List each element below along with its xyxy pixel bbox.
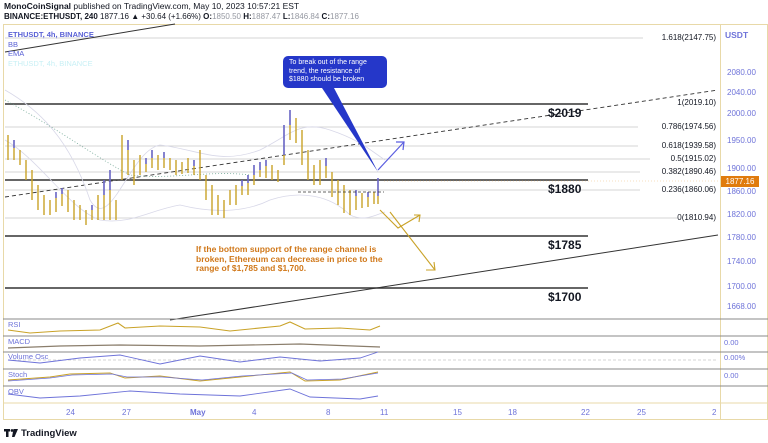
x-tick-label: 2 xyxy=(712,408,717,417)
fib-level-label: 0.382(1890.46) xyxy=(661,167,716,176)
legend-indicator-bb[interactable]: BB xyxy=(8,39,19,49)
symbol-line: BINANCE:ETHUSDT, 240 xyxy=(4,12,98,21)
y-tick-label: 2040.00 xyxy=(727,88,756,97)
y-tick-label: 1900.00 xyxy=(727,164,756,173)
x-tick-label: 25 xyxy=(637,408,646,417)
high-label: H: xyxy=(243,12,252,21)
open-label: O: xyxy=(203,12,213,21)
y-tick-label: 1700.00 xyxy=(727,282,756,291)
open-value: 1850.50 xyxy=(212,12,241,21)
tradingview-logo-icon xyxy=(4,429,18,437)
legend-faded-symbol: ETHUSDT, 4h, BINANCE xyxy=(8,58,93,68)
fib-level-label: 0.5(1915.02) xyxy=(670,154,716,163)
pane-label-obv[interactable]: OBV xyxy=(8,387,24,396)
chart-legend: ETHUSDT, 4h, BINANCE BB EMA ETHUSDT, 4h,… xyxy=(8,30,94,68)
brand-name: TradingView xyxy=(21,428,77,439)
low-label: L: xyxy=(282,12,291,21)
x-tick-label: 4 xyxy=(252,408,257,417)
pane-value: 0.00% xyxy=(724,353,746,362)
x-tick-label: 24 xyxy=(66,408,75,417)
x-tick-label: 27 xyxy=(122,408,131,417)
x-tick-label: 8 xyxy=(326,408,331,417)
close-label: C: xyxy=(321,12,330,21)
x-tick-label: 22 xyxy=(581,408,590,417)
last-price: 1877.16 xyxy=(100,12,129,21)
fib-level-label: 0(1810.94) xyxy=(677,213,716,222)
pane-label-volume-osc[interactable]: Volume Osc xyxy=(8,352,49,361)
price-level-label: $1785 xyxy=(548,238,582,252)
resistance-callout[interactable]: To break out of the range trend, the res… xyxy=(283,56,387,88)
publisher-name: MonoCoinSignal xyxy=(4,1,72,11)
y-tick-label: 1860.00 xyxy=(727,187,756,196)
price-change: ▲ +30.64 (+1.66%) xyxy=(131,12,201,21)
pane-label-stoch[interactable]: Stoch xyxy=(8,370,28,379)
pane-value: 0.00 xyxy=(724,338,739,347)
y-tick-label: 1668.00 xyxy=(727,302,756,311)
y-tick-label: 1740.00 xyxy=(727,257,756,266)
x-tick-label: 18 xyxy=(508,408,517,417)
price-level-label: $2019 xyxy=(548,106,582,120)
y-tick-label: 1780.00 xyxy=(727,233,756,242)
publish-info: MonoCoinSignal published on TradingView.… xyxy=(4,1,299,11)
x-tick-label: 11 xyxy=(380,408,389,417)
y-tick-label: 1950.00 xyxy=(727,136,756,145)
y-tick-label: 2000.00 xyxy=(727,109,756,118)
current-price-badge: 1877.16 xyxy=(721,176,759,187)
published-text: published on TradingView.com, May 10, 20… xyxy=(71,1,300,11)
close-value: 1877.16 xyxy=(330,12,359,21)
x-tick-label: 15 xyxy=(453,408,462,417)
x-tick-label: May xyxy=(190,408,206,417)
high-value: 1887.47 xyxy=(251,12,281,21)
price-level-label: $1880 xyxy=(548,182,582,196)
fib-level-label: 0.236(1860.06) xyxy=(661,185,716,194)
y-axis-unit: USDT xyxy=(725,30,749,40)
fib-level-label: 1.618(2147.75) xyxy=(661,33,716,42)
y-tick-label: 2080.00 xyxy=(727,68,756,77)
pane-label-macd[interactable]: MACD xyxy=(8,337,31,346)
tradingview-brand: TradingView xyxy=(4,428,77,439)
fib-level-label: 1(2019.10) xyxy=(677,98,716,107)
pane-label-rsi[interactable]: RSI xyxy=(8,320,21,329)
fib-level-label: 0.618(1939.58) xyxy=(661,141,716,150)
price-axis-separator xyxy=(720,24,721,420)
fib-level-label: 0.786(1974.56) xyxy=(661,122,716,131)
pane-value: 0.00 xyxy=(724,371,739,380)
y-tick-label: 1820.00 xyxy=(727,210,756,219)
support-note[interactable]: If the bottom support of the range chann… xyxy=(196,244,383,273)
legend-symbol[interactable]: ETHUSDT, 4h, BINANCE xyxy=(8,30,94,39)
ohlc-line: BINANCE:ETHUSDT, 240 1877.16 ▲ +30.64 (+… xyxy=(4,12,359,21)
legend-indicator-ema[interactable]: EMA xyxy=(8,49,25,58)
low-value: 1846.84 xyxy=(290,12,320,21)
price-level-label: $1700 xyxy=(548,290,582,304)
